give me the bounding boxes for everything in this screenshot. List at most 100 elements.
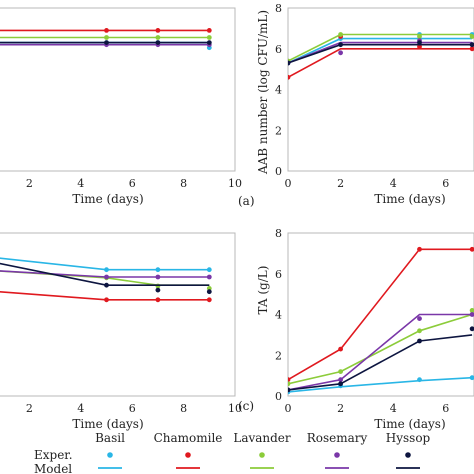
exp-point-chamomile [417, 246, 422, 252]
legend-label-basil: Basil [95, 431, 125, 445]
y-tick-label: 0 [275, 390, 282, 403]
y-tick-label: 8 [275, 2, 282, 15]
exp-point-lavander [338, 369, 343, 374]
exp-point-chamomile [155, 297, 161, 303]
exp-point-chamomile [338, 346, 343, 352]
exp-point-chamomile [469, 246, 474, 252]
exp-point-lavander [155, 35, 161, 40]
x-tick-label: 10 [228, 177, 242, 190]
legend-marker-hyssop [405, 452, 411, 458]
exp-point-hyssop [417, 338, 422, 344]
exp-point-hyssop [155, 40, 161, 45]
exp-point-chamomile [469, 46, 474, 52]
y-tick-label: 6 [275, 43, 282, 56]
exp-point-chamomile [104, 297, 109, 303]
x-tick-label: 2 [26, 177, 33, 190]
exp-point-lavander [288, 381, 291, 387]
exp-point-lavander [338, 32, 343, 37]
y-tick-label: 0 [275, 165, 282, 178]
x-tick-label: 0 [285, 402, 292, 415]
series-group [288, 32, 474, 80]
x-tick-label: 2 [26, 402, 33, 415]
exp-point-hyssop [155, 287, 161, 293]
x-tick-label: 4 [390, 177, 397, 190]
exp-point-lavander [469, 34, 474, 39]
x-tick-label: 8 [180, 177, 187, 190]
y-tick-label: 4 [275, 84, 282, 97]
exp-point-lavander [206, 35, 212, 40]
x-tick-label: 2 [337, 402, 344, 415]
exp-point-hyssop [104, 282, 109, 288]
legend-label-lavander: Lavander [233, 431, 291, 445]
series-group [0, 257, 212, 303]
y-tick-label: 6 [275, 268, 282, 281]
x-axis-label: Time (days) [72, 192, 143, 206]
y-tick-label: 2 [275, 124, 282, 137]
model-line-basil [288, 376, 473, 393]
series-group [0, 28, 212, 51]
exp-point-lavander [417, 328, 422, 334]
exp-point-lavander [104, 35, 109, 40]
y-axis-label: AAB number (log CFU/mL) [256, 10, 270, 175]
exp-point-chamomile [288, 74, 291, 80]
exp-point-rosemary [469, 312, 474, 317]
model-line-chamomile [288, 248, 473, 381]
exp-point-lavander [469, 308, 474, 313]
legend-row-label-exper: Exper. [34, 448, 73, 462]
legend: Basil Chamomile Lavander Rosemary Hyssop Expe… [34, 431, 431, 474]
exp-point-lavander [417, 34, 422, 39]
legend-marker-basil [107, 452, 113, 458]
exp-point-hyssop [288, 387, 291, 393]
exp-point-chamomile [206, 28, 212, 33]
plot-frame [0, 7, 236, 172]
y-tick-label: 8 [275, 227, 282, 240]
model-line-rosemary [288, 313, 473, 391]
x-tick-label: 0 [285, 177, 292, 190]
exp-point-hyssop [206, 40, 212, 45]
exp-point-chamomile [288, 377, 291, 383]
legend-label-hyssop: Hyssop [386, 431, 431, 445]
exp-point-lavander [206, 286, 212, 291]
model-line-lavander [288, 313, 473, 385]
exp-point-rosemary [338, 50, 343, 56]
plot-frame [0, 232, 236, 397]
x-tick-label: 6 [129, 177, 136, 190]
x-axis-label: Time (days) [72, 417, 143, 431]
exp-point-basil [469, 375, 474, 381]
x-tick-label: 4 [77, 177, 84, 190]
x-tick-label: 6 [442, 402, 449, 415]
panel-label: (c) [238, 399, 254, 413]
y-axis-label: TA (g/L) [256, 266, 270, 315]
exp-point-basil [206, 267, 212, 273]
panel-bottom-right: 0 2 4 6 0 2 4 6 8 Time (days) TA (g/L) [256, 227, 474, 431]
model-line-basil [0, 257, 210, 271]
exp-point-hyssop [417, 40, 422, 45]
x-tick-label: 10 [228, 402, 242, 415]
exp-point-basil [417, 377, 422, 383]
exp-point-hyssop [288, 60, 291, 66]
exp-point-hyssop [104, 40, 109, 45]
plot-frame [287, 232, 474, 397]
legend-marker-lavander [259, 452, 265, 458]
exp-point-basil [155, 267, 161, 273]
legend-label-chamomile: Chamomile [154, 431, 223, 445]
x-tick-label: 8 [180, 402, 187, 415]
x-axis-label: Time (days) [374, 417, 445, 431]
x-tick-label: 4 [390, 402, 397, 415]
panel-top-right: 0 2 4 6 0 2 4 6 8 Time (days) AAB number (log CFU/… [256, 2, 474, 206]
exp-point-chamomile [155, 28, 161, 33]
y-tick-label: 2 [275, 349, 282, 362]
exp-point-rosemary [417, 316, 422, 321]
series-group [288, 246, 474, 395]
y-tick-label: 4 [275, 309, 282, 322]
exp-point-rosemary [104, 274, 109, 280]
exp-point-hyssop [338, 381, 343, 387]
legend-marker-chamomile [185, 452, 191, 458]
legend-label-rosemary: Rosemary [307, 431, 368, 445]
x-tick-label: 6 [129, 402, 136, 415]
exp-point-rosemary [338, 377, 343, 383]
legend-row-label-model: Model [34, 462, 72, 474]
exp-point-hyssop [206, 289, 212, 295]
exp-point-hyssop [338, 42, 343, 48]
